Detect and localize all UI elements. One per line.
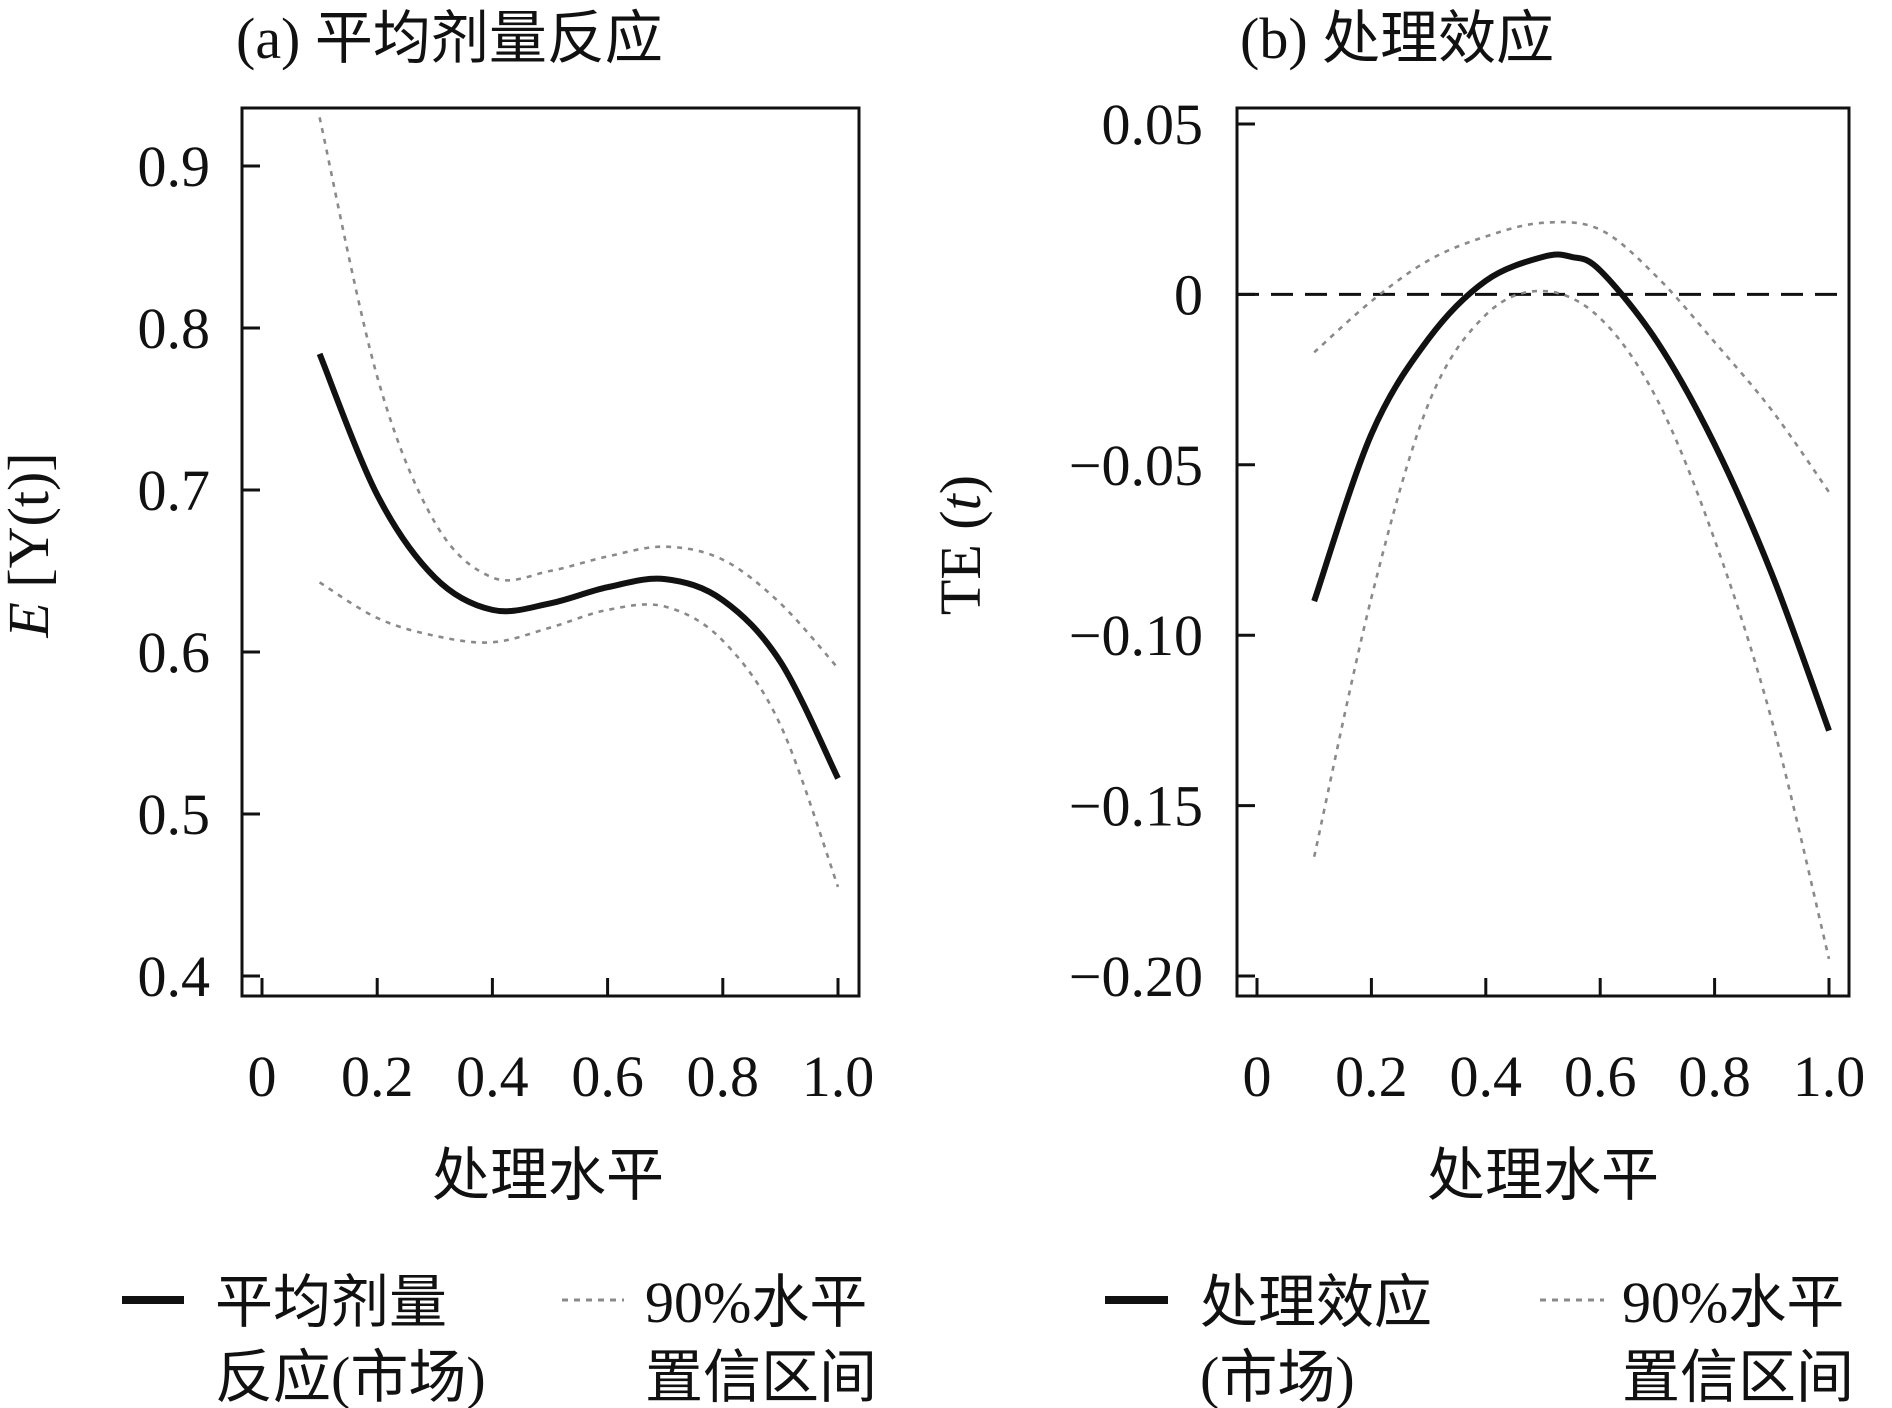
y-tick-label: 0.8 <box>138 296 211 361</box>
y-tick-label: −0.20 <box>1069 944 1203 1009</box>
panel-b-frame <box>1235 106 1851 998</box>
y-tick-label: 0.4 <box>138 944 211 1009</box>
legend-a-solid-line2: 反应(市场) <box>215 1345 486 1408</box>
y-tick-label: 0 <box>1174 262 1203 327</box>
panel-a-frame <box>240 106 861 998</box>
panel-b-x-axis-title: 处理水平 <box>1427 1143 1659 1208</box>
estimate-line <box>1311 251 1832 732</box>
x-tick-label: 0.8 <box>687 1044 760 1109</box>
legend-a-dotted-line1: 90%水平 <box>645 1270 867 1335</box>
estimate-line <box>316 352 841 780</box>
panel-a-y-ticks: 0.4 0.5 0.6 0.7 0.8 0.9 <box>138 134 260 1009</box>
x-tick-label: 1.0 <box>1793 1044 1866 1109</box>
x-tick-label: 0.2 <box>341 1044 414 1109</box>
panel-a-x-axis-title: 处理水平 <box>432 1143 664 1208</box>
confidence-band-line <box>318 117 839 670</box>
panel-b-title: (b) 处理效应 <box>1240 6 1554 71</box>
y-tick-label: 0.6 <box>138 620 211 685</box>
x-tick-label: 0.4 <box>456 1044 529 1109</box>
panel-a-series <box>316 117 841 888</box>
panel-b-x-ticks: 0 0.2 0.4 0.6 0.8 1.0 <box>1243 978 1866 1109</box>
confidence-band-line <box>1312 289 1831 960</box>
legend-a-solid-line1: 平均剂量 <box>215 1270 447 1335</box>
x-tick-label: 0.6 <box>1564 1044 1637 1109</box>
panel-a-title: (a) 平均剂量反应 <box>236 6 663 71</box>
panel-a-x-ticks: 0 0.2 0.4 0.6 0.8 1.0 <box>248 978 875 1109</box>
legend-b-dotted-line1: 90%水平 <box>1622 1270 1844 1335</box>
panel-a: (a) 平均剂量反应 0.4 0.5 0.6 0.7 0.8 0.9 0 0.2 0.4 0.6… <box>0 6 874 1208</box>
y-tick-label: 0.5 <box>138 782 211 847</box>
y-tick-label: 0.9 <box>138 134 211 199</box>
panel-b-series <box>1311 220 1832 960</box>
panel-a-y-axis-title: E [Y(t)] <box>0 452 61 638</box>
y-tick-label: −0.05 <box>1069 433 1203 498</box>
x-tick-label: 0.4 <box>1450 1044 1523 1109</box>
legend-b-dotted-line2: 置信区间 <box>1622 1345 1854 1408</box>
y-tick-label: 0.7 <box>138 458 211 523</box>
legend-b-solid-line1: 处理效应 <box>1200 1270 1432 1335</box>
x-tick-label: 1.0 <box>802 1044 875 1109</box>
panel-b-y-ticks: −0.20 −0.15 −0.10 −0.05 0 0.05 <box>1069 92 1255 1009</box>
panel-b-y-axis-title: TE (t) <box>928 475 993 615</box>
confidence-band-line <box>318 581 840 888</box>
x-tick-label: 0.2 <box>1335 1044 1408 1109</box>
confidence-band-line <box>1313 220 1831 493</box>
legend-b-solid-line2: (市场) <box>1200 1345 1355 1408</box>
y-tick-label: −0.15 <box>1069 774 1203 839</box>
x-tick-label: 0.6 <box>571 1044 644 1109</box>
x-tick-label: 0.8 <box>1678 1044 1751 1109</box>
y-tick-label: −0.10 <box>1069 603 1203 668</box>
legend: 平均剂量 反应(市场) 90%水平 置信区间 处理效应 (市场) 90%水平 置… <box>122 1270 1854 1408</box>
x-tick-label: 0 <box>1243 1044 1272 1109</box>
y-tick-label: 0.05 <box>1102 92 1204 157</box>
legend-a-dotted-line2: 置信区间 <box>645 1345 877 1408</box>
x-tick-label: 0 <box>248 1044 277 1109</box>
